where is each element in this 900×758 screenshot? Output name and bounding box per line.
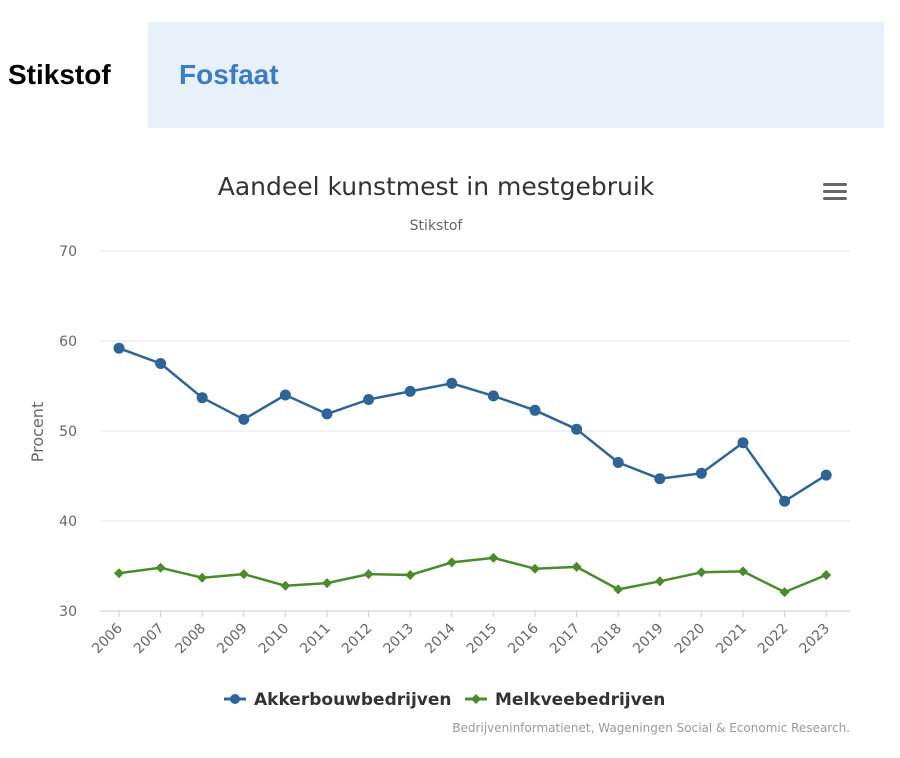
x-tick-label: 2014 bbox=[422, 620, 459, 657]
data-point[interactable] bbox=[280, 580, 291, 591]
chart-credits[interactable]: Bedrijveninformatienet, Wageningen Socia… bbox=[452, 721, 850, 735]
data-point[interactable] bbox=[654, 576, 665, 587]
legend-marker-diamond bbox=[471, 694, 481, 704]
y-tick-label: 70 bbox=[59, 244, 77, 260]
x-tick-label: 2017 bbox=[547, 621, 584, 658]
x-tick-label: 2021 bbox=[713, 621, 750, 658]
data-point[interactable] bbox=[321, 408, 333, 420]
data-point[interactable] bbox=[196, 392, 208, 404]
data-point[interactable] bbox=[488, 552, 499, 563]
data-point[interactable] bbox=[114, 568, 124, 579]
legend: Akkerbouwbedrijven Melkveebedrijven bbox=[224, 690, 665, 710]
data-point[interactable] bbox=[779, 495, 791, 507]
x-tick-label: 2009 bbox=[214, 621, 251, 658]
data-point[interactable] bbox=[238, 413, 250, 425]
data-point[interactable] bbox=[571, 561, 582, 572]
x-tick-label: 2019 bbox=[630, 621, 667, 658]
data-point[interactable] bbox=[446, 557, 457, 568]
y-tick-label: 50 bbox=[59, 424, 77, 440]
data-point[interactable] bbox=[113, 342, 125, 354]
y-gridlines bbox=[100, 250, 850, 612]
x-tick-label: 2012 bbox=[339, 621, 376, 658]
tab-bar: Stikstof Fosfaat bbox=[0, 22, 884, 128]
data-point[interactable] bbox=[155, 358, 167, 369]
data-point[interactable] bbox=[737, 437, 749, 449]
data-point[interactable] bbox=[612, 457, 624, 468]
x-tick-label: 2016 bbox=[505, 620, 542, 657]
tab-stikstof[interactable]: Stikstof bbox=[8, 59, 111, 90]
x-tick-label: 2015 bbox=[464, 621, 501, 658]
legend-item-akkerbouw[interactable]: Akkerbouwbedrijven bbox=[224, 690, 452, 710]
line-chart: Aandeel kunstmest in mestgebruik Stiksto… bbox=[28, 172, 850, 735]
series-group bbox=[113, 342, 832, 598]
data-point[interactable] bbox=[654, 473, 666, 485]
data-point[interactable] bbox=[363, 569, 374, 580]
data-point[interactable] bbox=[405, 570, 416, 580]
data-point[interactable] bbox=[613, 584, 624, 595]
data-point[interactable] bbox=[404, 385, 416, 397]
data-point[interactable] bbox=[696, 567, 707, 578]
tab-fosfaat[interactable]: Fosfaat bbox=[148, 22, 884, 128]
series-line-melkvee[interactable] bbox=[118, 556, 827, 594]
x-tick-label: 2013 bbox=[381, 621, 418, 658]
y-tick-label: 40 bbox=[59, 514, 77, 530]
data-point[interactable] bbox=[155, 562, 166, 573]
x-tick-label: 2018 bbox=[589, 621, 626, 658]
data-point[interactable] bbox=[571, 423, 583, 435]
x-tick-label: 2008 bbox=[173, 621, 210, 658]
legend-marker-circle bbox=[230, 694, 240, 704]
x-axis-ticks: 2006 2007 2008 2009 2010 2011 2012 2013 2014 2015… bbox=[89, 611, 833, 657]
data-point[interactable] bbox=[529, 404, 541, 416]
x-tick-label: 2010 bbox=[256, 621, 293, 658]
data-point[interactable] bbox=[821, 570, 832, 580]
y-axis-ticks: 30 40 50 60 70 bbox=[59, 244, 77, 620]
chart-container: Aandeel kunstmest in mestgebruik Stiksto… bbox=[0, 150, 900, 753]
y-axis-label: Procent bbox=[28, 402, 47, 462]
data-point[interactable] bbox=[238, 569, 249, 580]
data-point[interactable] bbox=[530, 563, 540, 574]
data-point[interactable] bbox=[738, 566, 748, 577]
data-point[interactable] bbox=[279, 389, 291, 401]
y-tick-label: 30 bbox=[59, 604, 77, 620]
chart-title: Aandeel kunstmest in mestgebruik bbox=[218, 172, 655, 201]
data-point[interactable] bbox=[779, 587, 790, 598]
data-point[interactable] bbox=[322, 578, 332, 589]
hamburger-menu-icon[interactable] bbox=[822, 182, 848, 202]
data-point[interactable] bbox=[446, 377, 458, 389]
data-point[interactable] bbox=[197, 572, 208, 583]
data-point[interactable] bbox=[487, 390, 499, 402]
x-tick-label: 2006 bbox=[89, 620, 126, 657]
x-tick-label: 2022 bbox=[755, 621, 792, 658]
data-point[interactable] bbox=[363, 394, 375, 405]
legend-label-akkerbouw: Akkerbouwbedrijven bbox=[254, 690, 452, 710]
x-tick-label: 2011 bbox=[297, 621, 334, 658]
data-point[interactable] bbox=[695, 467, 707, 479]
legend-item-melkvee[interactable]: Melkveebedrijven bbox=[465, 690, 665, 710]
x-tick-label: 2007 bbox=[131, 621, 168, 658]
series-line-akkerbouw[interactable] bbox=[118, 347, 827, 503]
legend-label-melkvee: Melkveebedrijven bbox=[495, 690, 665, 710]
data-point[interactable] bbox=[820, 469, 832, 481]
chart-subtitle: Stikstof bbox=[410, 218, 464, 234]
x-tick-label: 2023 bbox=[797, 621, 834, 658]
x-tick-label: 2020 bbox=[672, 621, 709, 658]
y-tick-label: 60 bbox=[59, 334, 77, 350]
